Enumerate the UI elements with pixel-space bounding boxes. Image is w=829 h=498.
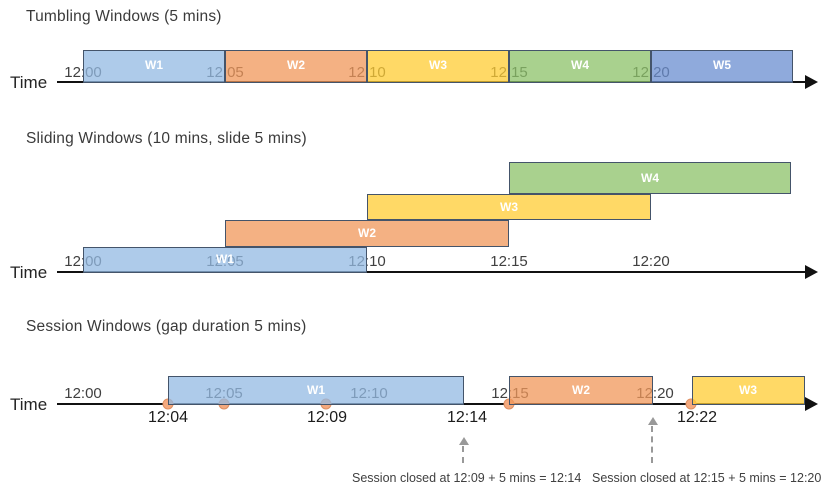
window-label: W1 [216,252,234,266]
window-box [367,50,509,83]
session-close-arrow-icon [648,417,658,425]
tick-label: 12:15 [490,253,528,270]
window-label: W3 [429,58,447,72]
time-axis-label: Time [10,395,48,414]
sliding-title: Sliding Windows (10 mins, slide 5 mins) [26,130,307,147]
tick-label: 12:20 [632,253,670,270]
window-label: W5 [713,58,731,72]
tumbling-title: Tumbling Windows (5 mins) [26,8,222,25]
window-box [651,50,793,83]
window-box [367,194,651,220]
window-label: W3 [500,200,518,214]
event-time-label: 12:04 [147,409,189,426]
session-close-annotation: Session closed at 12:15 + 5 mins = 12:20 [592,471,822,485]
window-label: W2 [358,226,376,240]
window-box [225,220,509,247]
session-close-arrow-line [651,426,653,463]
event-time-label: 12:09 [306,409,348,426]
window-box [168,376,464,405]
window-box [509,162,791,194]
window-label: W2 [572,383,590,397]
window-box [83,50,225,83]
window-box [509,376,653,405]
axis-arrow-icon [805,75,818,89]
axis-arrow-icon [805,397,818,411]
window-box [225,50,367,83]
window-label: W3 [739,383,757,397]
window-label: W1 [145,58,163,72]
tick-label: 12:00 [64,385,102,402]
session-close-arrow-icon [459,437,469,445]
window-box [509,50,651,83]
window-box [692,376,805,405]
window-box [83,247,367,273]
window-label: W1 [307,383,325,397]
time-axis-label: Time [10,73,48,92]
axis-arrow-icon [805,265,818,279]
event-time-label: 12:22 [676,409,718,426]
window-label: W4 [641,171,659,185]
session-title: Session Windows (gap duration 5 mins) [26,318,307,335]
window-label: W2 [287,58,305,72]
session-close-annotation: Session closed at 12:09 + 5 mins = 12:14 [352,471,582,485]
time-axis-label: Time [10,263,48,282]
timeline-axis [57,271,807,273]
event-time-label: 12:14 [446,409,488,426]
session-close-arrow-line [462,446,464,463]
window-label: W4 [571,58,589,72]
